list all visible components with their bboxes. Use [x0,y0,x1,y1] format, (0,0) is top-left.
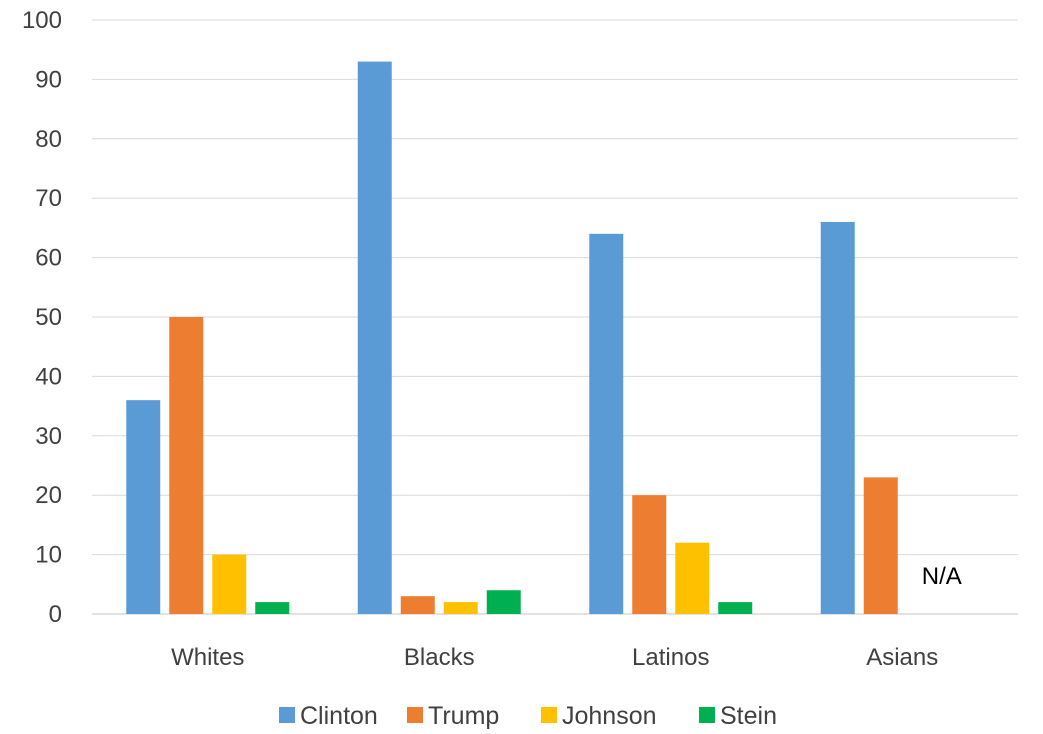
y-tick-label: 20 [35,482,62,509]
bar-johnson-blacks [444,602,478,614]
y-tick-label: 70 [35,185,62,212]
bar-clinton-asians [821,222,855,614]
y-tick-label: 40 [35,363,62,390]
y-tick-label: 60 [35,245,62,272]
legend-swatch-stein [699,707,715,723]
y-tick-label: 0 [49,601,62,628]
y-tick-label: 10 [35,542,62,569]
bar-trump-latinos [632,495,666,614]
bar-clinton-blacks [358,62,392,614]
y-tick-label: 90 [35,66,62,93]
y-tick-label: 30 [35,423,62,450]
x-category-label: Asians [866,644,938,671]
y-tick-label: 50 [35,304,62,331]
bar-clinton-latinos [589,234,623,614]
legend-label: Johnson [562,702,657,730]
annotation-na: N/A [922,563,962,590]
bar-johnson-latinos [675,543,709,614]
y-tick-label: 100 [22,7,62,34]
legend-swatch-johnson [541,707,557,723]
x-category-label: Latinos [632,644,709,671]
bar-stein-whites [255,602,289,614]
bar-johnson-whites [212,555,246,614]
y-tick-label: 80 [35,126,62,153]
x-category-label: Blacks [404,644,475,671]
legend-swatch-clinton [279,707,295,723]
bar-stein-latinos [718,602,752,614]
bar-clinton-whites [126,400,160,614]
legend-swatch-trump [407,707,423,723]
y-axis-ticks: 0 10 20 30 40 50 60 70 80 90 100 [22,7,62,628]
legend: Clinton Trump Johnson Stein [279,702,777,730]
x-axis-categories: Whites Blacks Latinos Asians [171,644,938,671]
legend-label: Clinton [300,702,378,730]
annotations: N/A [922,563,962,590]
bar-stein-blacks [487,590,521,614]
bars [126,62,898,614]
bar-trump-whites [169,317,203,614]
legend-label: Stein [720,702,777,730]
bar-trump-asians [864,477,898,614]
bar-trump-blacks [401,596,435,614]
x-category-label: Whites [171,644,244,671]
legend-label: Trump [428,702,499,730]
